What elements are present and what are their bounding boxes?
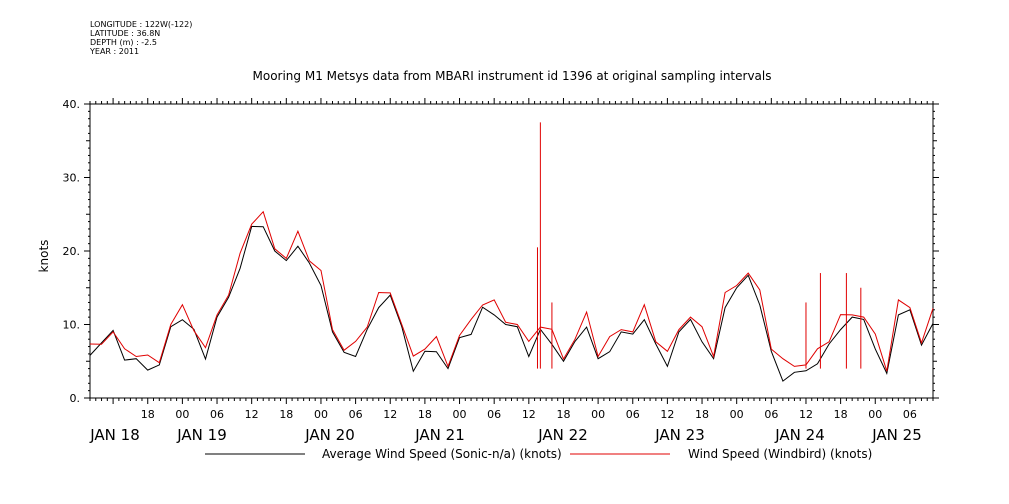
depth-text: DEPTH (m) : -2.5 (90, 38, 157, 47)
y-tick-label: 0. (70, 392, 81, 405)
hour-label: 18 (418, 408, 432, 421)
hour-label: 00 (591, 408, 605, 421)
series-lines (89, 122, 934, 382)
hour-label: 00 (453, 408, 467, 421)
y-tick-label: 30. (63, 172, 81, 185)
hour-label: 12 (522, 408, 536, 421)
day-label: JAN 25 (871, 426, 922, 444)
hour-label: 12 (660, 408, 674, 421)
chart-title: Mooring M1 Metsys data from MBARI instru… (253, 69, 772, 83)
hour-label: 00 (868, 408, 882, 421)
day-label: JAN 19 (176, 426, 227, 444)
day-label: JAN 22 (537, 426, 588, 444)
hour-label: 06 (487, 408, 501, 421)
legend-label-average: Average Wind Speed (Sonic-n/a) (knots) (322, 447, 562, 461)
hour-label: 18 (141, 408, 155, 421)
hour-label: 06 (349, 408, 363, 421)
series-line-1 (89, 210, 934, 372)
series-line-0 (89, 225, 934, 382)
year-text: YEAR : 2011 (90, 47, 140, 56)
legend-label-windbird: Wind Speed (Windbird) (knots) (688, 447, 872, 461)
hour-label: 06 (764, 408, 778, 421)
hour-label: 00 (730, 408, 744, 421)
axis-ticks: 0. 10. 20. 30. 40. 18 00 06 12 18 00 06 12 18 00 06 12 18… (63, 98, 939, 444)
hour-label: 18 (695, 408, 709, 421)
hour-label: 18 (279, 408, 293, 421)
day-label: JAN 18 (89, 426, 140, 444)
day-label: JAN 23 (654, 426, 705, 444)
metadata-block: LONGITUDE : 122W(-122) LATITUDE : 36.8N DE… (90, 20, 192, 56)
hour-label: 06 (210, 408, 224, 421)
longitude-text: LONGITUDE : 122W(-122) (90, 20, 193, 29)
hour-label: 18 (834, 408, 848, 421)
y-tick-label: 40. (63, 98, 81, 111)
hour-label: 12 (383, 408, 397, 421)
day-label: JAN 20 (304, 426, 355, 444)
y-axis-label: knots (37, 240, 51, 273)
plot-frame (89, 103, 934, 399)
hour-label: 06 (903, 408, 917, 421)
hour-label: 06 (626, 408, 640, 421)
hour-label: 12 (799, 408, 813, 421)
day-label: JAN 24 (774, 426, 825, 444)
hour-label: 00 (314, 408, 328, 421)
y-tick-label: 20. (63, 245, 81, 258)
latitude-text: LATITUDE : 36.8N (90, 29, 161, 38)
hour-label: 18 (556, 408, 570, 421)
hour-label: 00 (175, 408, 189, 421)
y-tick-label: 10. (63, 319, 81, 332)
hour-label: 12 (245, 408, 259, 421)
day-label: JAN 21 (414, 426, 465, 444)
